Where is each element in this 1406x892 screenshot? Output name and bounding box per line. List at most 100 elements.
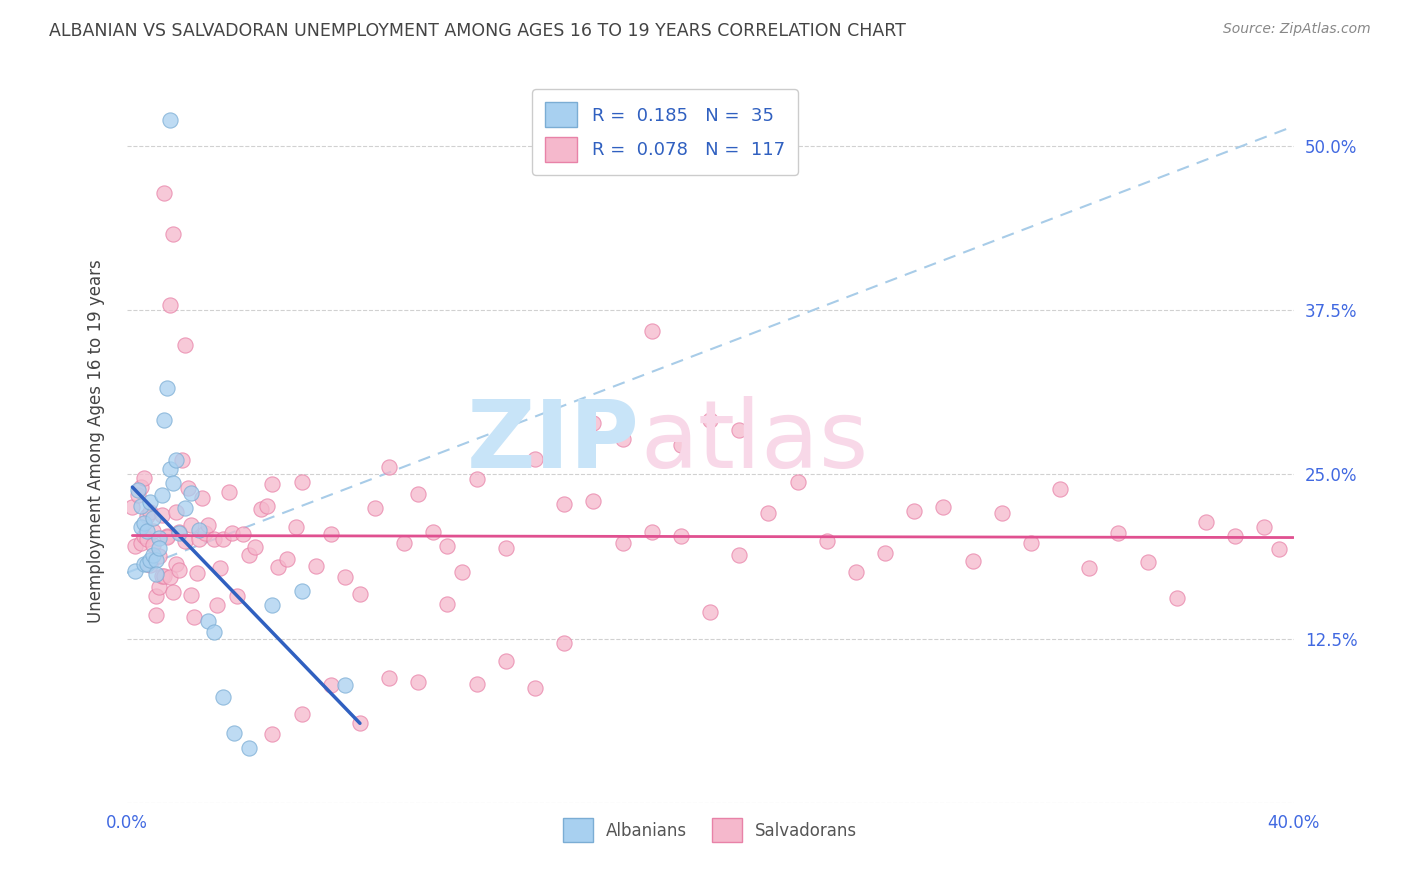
- Point: [132, 516, 155, 530]
- Point: [165, 557, 187, 571]
- Point: [136, 532, 159, 546]
- Point: [845, 565, 868, 579]
- Point: [218, 484, 240, 499]
- Point: [436, 597, 458, 611]
- Point: [699, 605, 721, 619]
- Point: [124, 564, 146, 578]
- Point: [148, 549, 170, 563]
- Point: [136, 524, 159, 539]
- Point: [142, 548, 165, 562]
- Point: [1166, 591, 1188, 605]
- Point: [262, 476, 284, 491]
- Point: [349, 587, 371, 601]
- Point: [1108, 526, 1130, 541]
- Point: [786, 475, 808, 489]
- Point: [150, 488, 173, 502]
- Point: [256, 499, 278, 513]
- Legend: Albanians, Salvadorans: Albanians, Salvadorans: [555, 812, 865, 848]
- Point: [132, 557, 155, 571]
- Point: [121, 500, 143, 515]
- Point: [197, 614, 219, 628]
- Point: [756, 506, 779, 520]
- Point: [159, 112, 181, 127]
- Point: [553, 497, 575, 511]
- Point: [162, 227, 184, 241]
- Point: [180, 485, 202, 500]
- Point: [319, 527, 342, 541]
- Point: [319, 678, 342, 692]
- Point: [612, 432, 634, 446]
- Point: [142, 538, 165, 552]
- Point: [1078, 560, 1101, 574]
- Point: [170, 453, 193, 467]
- Point: [267, 559, 290, 574]
- Point: [669, 529, 692, 543]
- Point: [262, 727, 284, 741]
- Point: [162, 585, 184, 599]
- Point: [1253, 520, 1275, 534]
- Point: [1223, 529, 1246, 543]
- Point: [129, 499, 152, 513]
- Point: [335, 570, 357, 584]
- Point: [148, 580, 170, 594]
- Point: [582, 494, 605, 508]
- Point: [142, 510, 165, 524]
- Point: [159, 569, 181, 583]
- Point: [495, 654, 517, 668]
- Point: [669, 438, 692, 452]
- Text: ZIP: ZIP: [467, 395, 640, 488]
- Point: [524, 681, 547, 695]
- Point: [150, 569, 173, 583]
- Point: [262, 598, 284, 612]
- Point: [249, 502, 271, 516]
- Point: [183, 610, 205, 624]
- Point: [197, 517, 219, 532]
- Point: [162, 475, 184, 490]
- Text: ALBANIAN VS SALVADORAN UNEMPLOYMENT AMONG AGES 16 TO 19 YEARS CORRELATION CHART: ALBANIAN VS SALVADORAN UNEMPLOYMENT AMON…: [49, 22, 905, 40]
- Point: [728, 549, 751, 563]
- Point: [145, 589, 167, 603]
- Point: [699, 413, 721, 427]
- Point: [191, 491, 214, 505]
- Point: [238, 741, 260, 756]
- Point: [180, 588, 202, 602]
- Point: [224, 726, 246, 740]
- Point: [150, 508, 173, 522]
- Point: [194, 526, 217, 541]
- Point: [349, 715, 371, 730]
- Point: [903, 503, 925, 517]
- Point: [165, 452, 187, 467]
- Point: [875, 546, 897, 560]
- Point: [392, 536, 415, 550]
- Y-axis label: Unemployment Among Ages 16 to 19 years: Unemployment Among Ages 16 to 19 years: [87, 260, 105, 624]
- Point: [612, 536, 634, 550]
- Point: [962, 554, 984, 568]
- Point: [129, 535, 152, 549]
- Point: [582, 416, 605, 430]
- Point: [208, 561, 231, 575]
- Point: [186, 566, 208, 580]
- Point: [188, 523, 211, 537]
- Point: [290, 475, 312, 489]
- Point: [148, 531, 170, 545]
- Point: [148, 541, 170, 556]
- Point: [290, 707, 312, 722]
- Point: [436, 539, 458, 553]
- Point: [139, 552, 162, 566]
- Point: [221, 526, 243, 541]
- Point: [243, 540, 266, 554]
- Point: [226, 590, 249, 604]
- Point: [276, 551, 298, 566]
- Point: [188, 532, 211, 546]
- Point: [145, 607, 167, 622]
- Point: [1136, 555, 1159, 569]
- Point: [177, 481, 200, 495]
- Point: [202, 532, 225, 546]
- Point: [167, 526, 190, 541]
- Point: [132, 529, 155, 543]
- Point: [156, 529, 179, 543]
- Point: [132, 471, 155, 485]
- Point: [124, 539, 146, 553]
- Text: atlas: atlas: [640, 395, 869, 488]
- Point: [335, 677, 357, 691]
